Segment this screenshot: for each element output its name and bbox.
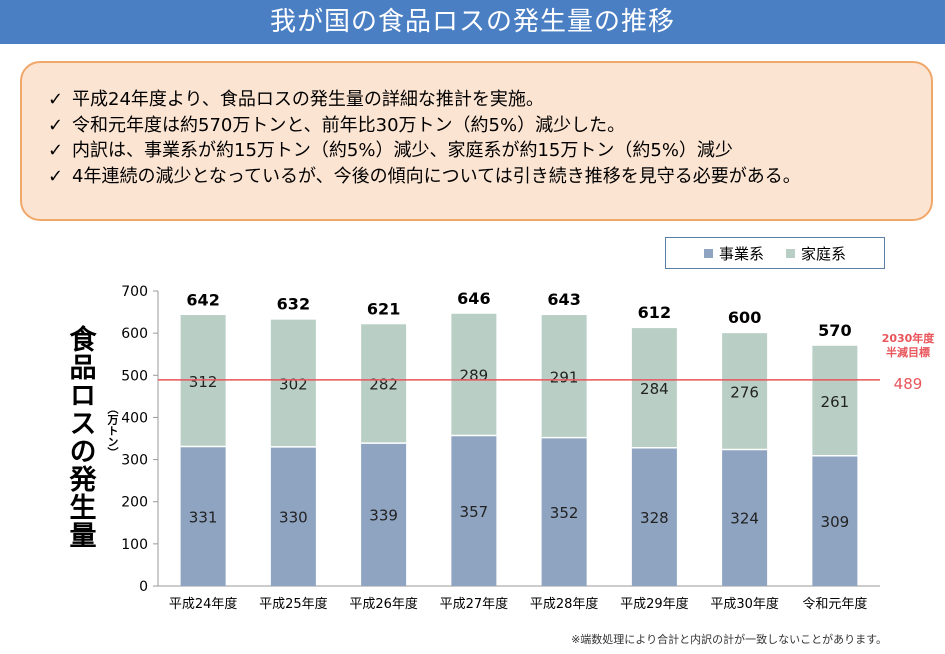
y-axis-title: 食品ロスの発生量 （万トン） <box>60 325 120 555</box>
total-label: 646 <box>457 289 490 308</box>
y-axis-label: 食品ロスの発生量 <box>64 325 96 549</box>
data-label-business: 324 <box>730 510 759 528</box>
check-icon: ✓ <box>48 165 64 187</box>
total-label: 621 <box>367 299 400 318</box>
bar-household <box>451 313 497 436</box>
bar-business <box>722 449 768 586</box>
data-label-business: 352 <box>550 504 579 522</box>
data-label-household: 276 <box>730 383 759 401</box>
total-label: 642 <box>186 290 219 309</box>
data-label-household: 312 <box>189 373 218 391</box>
target-caption: 2030年度 <box>882 331 936 345</box>
check-icon: ✓ <box>48 89 64 110</box>
bar-business <box>451 435 497 586</box>
data-label-business: 339 <box>369 507 398 525</box>
y-tick-label: 100 <box>121 537 148 553</box>
chart-legend: 事業系 家庭系 <box>665 237 885 269</box>
data-label-business: 330 <box>279 508 308 526</box>
data-label-household: 284 <box>640 380 669 398</box>
bar-business <box>180 446 226 586</box>
y-tick-label: 300 <box>121 453 148 469</box>
data-label-business: 309 <box>821 513 850 531</box>
y-tick-label: 400 <box>121 410 148 426</box>
legend-item-household: 家庭系 <box>786 243 846 264</box>
legend-label: 家庭系 <box>801 244 847 263</box>
total-label: 632 <box>277 295 310 314</box>
check-icon: ✓ <box>48 140 64 162</box>
bar-business <box>812 455 858 586</box>
check-icon: ✓ <box>48 114 64 136</box>
x-tick-label: 平成26年度 <box>349 596 418 612</box>
y-tick-label: 0 <box>139 579 148 595</box>
summary-line: ✓ 内訳は、事業系が約15万トン（約5%）減少、家庭系が約15万トン（約5%）減少 <box>48 138 931 164</box>
footnote: ※端数処理により合計と内訳の計が一致しないことがあります。 <box>571 633 887 646</box>
bar-business <box>631 447 677 586</box>
data-label-household: 261 <box>821 393 850 411</box>
data-label-household: 302 <box>279 375 308 393</box>
total-label: 643 <box>547 290 580 309</box>
page-title: 我が国の食品ロスの発生量の推移 <box>0 0 945 44</box>
bar-household <box>270 319 316 447</box>
x-tick-label: 平成25年度 <box>259 596 328 612</box>
x-tick-label: 平成27年度 <box>440 596 509 612</box>
bar-business <box>361 443 407 586</box>
bar-household <box>361 324 407 444</box>
summary-text: 4年連続の減少となっているが、今後の傾向については引き続き推移を見守る必要がある… <box>72 165 801 187</box>
total-label: 570 <box>818 321 851 340</box>
x-tick-label: 平成30年度 <box>710 596 779 612</box>
bar-household <box>631 328 677 448</box>
y-axis-unit: （万トン） <box>106 403 119 458</box>
bar-household <box>812 345 858 456</box>
bar-household <box>722 333 768 450</box>
legend-swatch <box>786 248 795 258</box>
legend-label: 事業系 <box>718 244 764 263</box>
total-label: 600 <box>728 308 761 327</box>
data-label-business: 328 <box>640 509 669 527</box>
total-label: 612 <box>638 303 671 322</box>
target-value-label: 489 <box>894 375 923 393</box>
y-tick-label: 200 <box>121 495 148 511</box>
data-label-household: 282 <box>369 376 398 394</box>
summary-box: ✓ 平成24年度より、食品ロスの発生量の詳細な推計を実施。 ✓ 令和元年度は約570… <box>20 61 933 221</box>
x-tick-label: 令和元年度 <box>802 596 867 612</box>
target-caption: 半減目標 <box>886 345 930 359</box>
summary-line: ✓ 令和元年度は約570万トンと、前年比30万トン（約5%）減少した。 <box>48 113 931 139</box>
legend-item-business: 事業系 <box>703 243 764 264</box>
legend-swatch <box>703 248 713 258</box>
summary-line: ✓ 平成24年度より、食品ロスの発生量の詳細な推計を実施。 <box>48 87 931 113</box>
data-label-business: 331 <box>189 508 218 526</box>
summary-line: ✓ 4年連続の減少となっているが、今後の傾向については引き続き推移を見守る必要があ… <box>48 164 931 190</box>
bar-business <box>270 446 316 586</box>
y-tick-label: 600 <box>121 326 148 342</box>
data-label-household: 289 <box>460 367 489 385</box>
summary-text: 内訳は、事業系が約15万トン（約5%）減少、家庭系が約15万トン（約5%）減少 <box>72 140 733 162</box>
x-tick-label: 平成24年度 <box>169 596 238 612</box>
bar-household <box>541 315 587 438</box>
y-tick-label: 500 <box>121 368 148 384</box>
bar-household <box>180 315 226 447</box>
bar-business <box>541 437 587 586</box>
data-label-business: 357 <box>460 503 489 521</box>
summary-text: 令和元年度は約570万トンと、前年比30万トン（約5%）減少した。 <box>72 114 626 136</box>
data-label-household: 291 <box>550 368 579 386</box>
summary-text: 平成24年度より、食品ロスの発生量の詳細な推計を実施。 <box>72 89 544 110</box>
x-tick-label: 平成29年度 <box>620 596 689 612</box>
y-tick-label: 700 <box>121 284 148 300</box>
x-tick-label: 平成28年度 <box>530 596 599 612</box>
